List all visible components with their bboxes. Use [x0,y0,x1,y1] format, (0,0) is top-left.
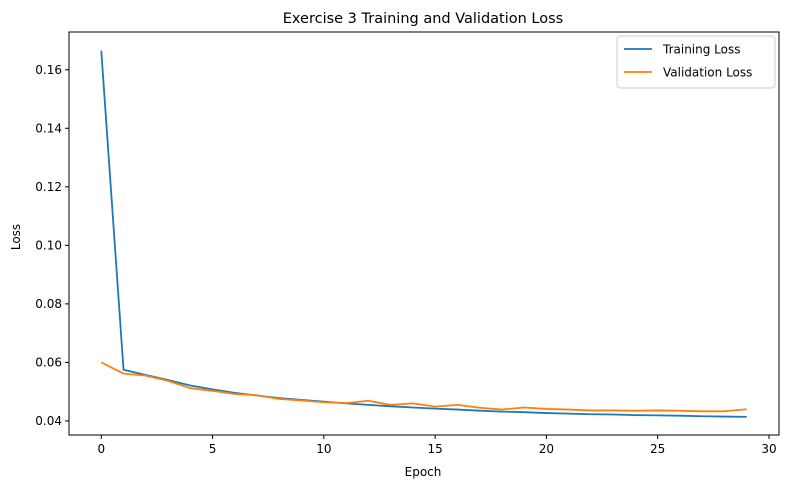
y-tick-label: 0.08 [35,297,62,311]
y-axis-ticks: 0.04 0.06 0.08 0.10 0.12 0.14 0.16 [35,63,69,428]
y-tick-label: 0.06 [35,355,62,369]
legend-label-validation-loss: Validation Loss [663,66,752,80]
x-tick-label: 30 [761,442,776,456]
x-tick-label: 20 [539,442,554,456]
x-tick-label: 25 [650,442,665,456]
series-line-validation-loss [100,361,747,413]
legend-label-training-loss: Training Loss [662,43,740,57]
legend-box [616,35,776,89]
x-axis-ticks: 0 5 10 15 20 25 30 [97,435,777,456]
y-tick-label: 0.14 [35,121,62,135]
series-line-training-loss [100,50,747,418]
x-tick-label: 0 [97,442,105,456]
y-axis-label: Loss [9,224,23,250]
y-tick-label: 0.04 [35,414,62,428]
x-tick-label: 5 [209,442,217,456]
series-layer [100,50,747,418]
y-tick-label: 0.12 [35,180,62,194]
legend: Training Loss Validation Loss [616,35,776,89]
chart-title: Exercise 3 Training and Validation Loss [283,11,564,27]
x-axis-label: Epoch [405,465,442,479]
plot-area [68,31,780,436]
y-tick-label: 0.16 [35,63,62,77]
plot-frame [68,31,780,436]
y-tick-label: 0.10 [35,238,62,252]
x-tick-label: 15 [427,442,442,456]
x-tick-label: 10 [316,442,331,456]
